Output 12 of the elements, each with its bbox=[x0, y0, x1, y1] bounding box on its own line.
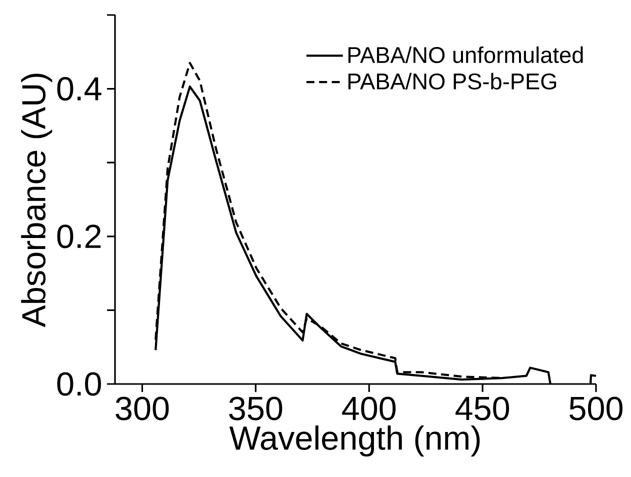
y-tick-label: 0.4 bbox=[57, 76, 102, 101]
legend-label: PABA/NO PS-b-PEG bbox=[348, 72, 556, 90]
x-tick-label: 500 bbox=[570, 396, 622, 420]
y-tick-label: 0.2 bbox=[57, 224, 101, 248]
x-axis-title: Wavelength (nm) bbox=[229, 425, 480, 457]
y-tick-label: 0.0 bbox=[57, 372, 101, 396]
x-tick-label: 300 bbox=[116, 396, 169, 420]
y-axis-title: Absorbance (AU) bbox=[21, 74, 52, 328]
legend-label: PABA/NO unformulated bbox=[348, 46, 583, 64]
x-tick-label: 450 bbox=[456, 396, 510, 420]
x-tick-label: 400 bbox=[342, 396, 396, 420]
x-tick-label: 350 bbox=[229, 396, 282, 420]
